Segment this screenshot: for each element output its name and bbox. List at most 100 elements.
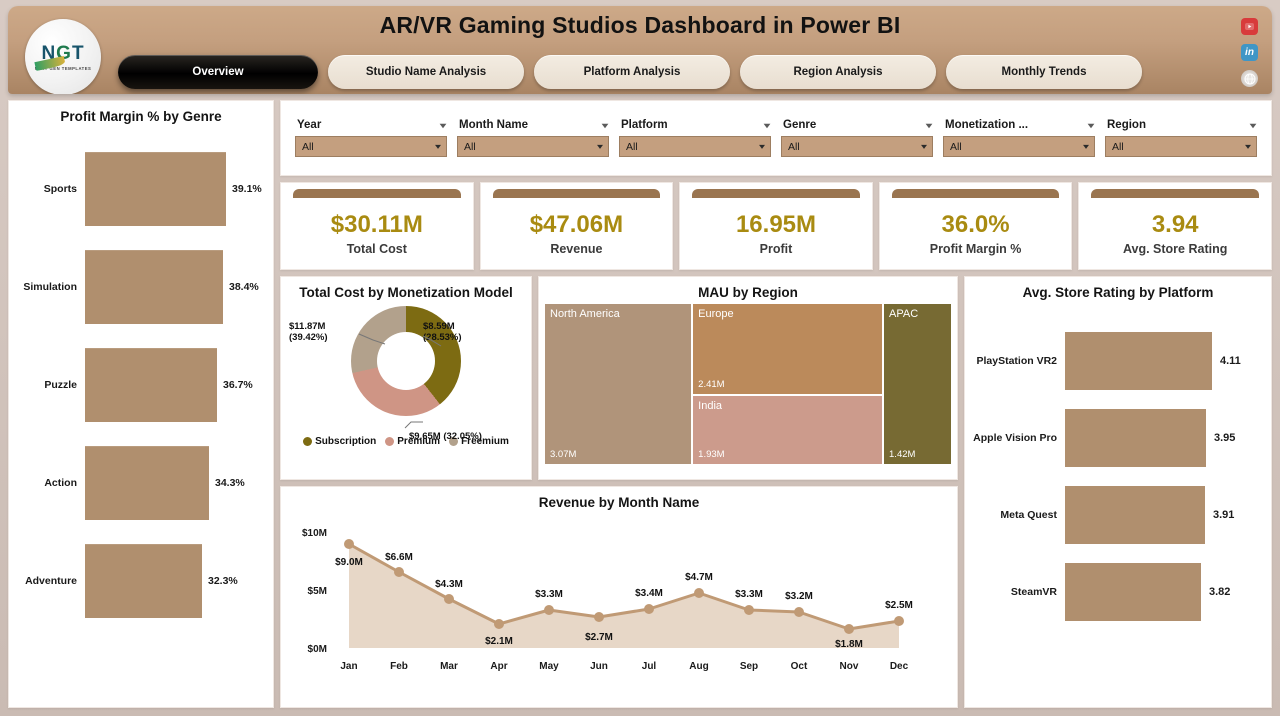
avg-store-rating-by-platform-chart: Avg. Store Rating by Platform PlayStatio… — [964, 276, 1272, 708]
filter-dropdown[interactable]: All ▾ — [781, 136, 933, 157]
genre-bar[interactable] — [85, 152, 226, 226]
point-label-feb: $6.6M — [385, 552, 413, 563]
total-cost-by-monetization-chart: Total Cost by Monetization Model $8.59M … — [280, 276, 532, 480]
genre-label: Puzzle — [44, 379, 77, 391]
genre-row-simulation[interactable]: Simulation 38.4% — [15, 238, 265, 336]
kpi-label: Profit — [759, 241, 793, 256]
treemap-cell-india[interactable]: India 1.93M — [693, 395, 883, 464]
dashboard-header: AR/VR Gaming Studios Dashboard in Power … — [8, 6, 1272, 94]
chevron-down-icon[interactable]: ▾ — [763, 120, 771, 130]
revenue-area-fill — [349, 544, 899, 648]
legend-swatch — [385, 437, 395, 446]
filter-value: All — [626, 140, 638, 153]
legend-item-subscription[interactable]: Subscription — [303, 436, 376, 447]
chevron-down-icon[interactable]: ▾ — [925, 120, 933, 130]
point-label-mar: $4.3M — [435, 579, 463, 590]
logo-tagline: NEXT GEN TEMPLATES — [34, 65, 92, 71]
linkedin-icon[interactable]: in — [1241, 44, 1258, 61]
rating-label: Meta Quest — [1000, 508, 1057, 521]
treemap-cell-europe[interactable]: Europe 2.41M — [693, 304, 883, 394]
genre-row-action[interactable]: Action 34.3% — [15, 434, 265, 532]
filter-dropdown[interactable]: All ▾ — [295, 136, 447, 157]
rating-bar[interactable] — [1065, 331, 1212, 390]
y-tick-10m: $10M — [302, 528, 327, 539]
filter-value: All — [950, 140, 962, 153]
kpi-row: $30.11M Total Cost $47.06M Revenue 16.95… — [280, 182, 1272, 270]
genre-bar[interactable] — [85, 250, 223, 324]
nav-tab-region-analysis[interactable]: Region Analysis — [740, 55, 936, 89]
genre-bar[interactable] — [85, 348, 217, 422]
chevron-down-icon[interactable]: ▾ — [1249, 120, 1257, 130]
rating-row-playstation-vr2[interactable]: PlayStation VR2 4.11 — [969, 322, 1263, 399]
genre-label: Adventure — [25, 575, 77, 587]
point-label-nov: $1.8M — [835, 639, 863, 650]
kpi-card-avg-store-rating[interactable]: 3.94 Avg. Store Rating — [1078, 182, 1272, 270]
filter-value: All — [464, 140, 476, 153]
y-tick-0m: $0M — [308, 644, 327, 655]
kpi-label: Avg. Store Rating — [1122, 241, 1228, 256]
genre-bar[interactable] — [85, 446, 209, 520]
chart-title-genre: Profit Margin % by Genre — [60, 109, 222, 124]
rating-label: Apple Vision Pro — [973, 431, 1057, 444]
treemap-cell-apac[interactable]: APAC 1.42M — [884, 304, 951, 464]
genre-value: 32.3% — [208, 575, 238, 587]
web-icon[interactable] — [1241, 70, 1258, 87]
genre-row-adventure[interactable]: Adventure 32.3% — [15, 532, 265, 630]
treemap-cell-value: 1.93M — [698, 449, 725, 460]
filter-dropdown[interactable]: All ▾ — [1105, 136, 1257, 157]
filter-year: Year ▾ All ▾ — [295, 119, 447, 157]
rating-value: 4.11 — [1220, 354, 1241, 367]
donut-legend: Subscription Premium Freemium — [281, 436, 531, 447]
nav-tab-studio-name-analysis[interactable]: Studio Name Analysis — [328, 55, 524, 89]
chevron-down-icon[interactable]: ▾ — [439, 120, 447, 130]
genre-label: Simulation — [23, 281, 77, 293]
treemap-cell-name: Europe — [698, 308, 734, 320]
filter-label: Genre — [783, 119, 817, 131]
kpi-value: 36.0% — [941, 210, 1010, 238]
genre-row-puzzle[interactable]: Puzzle 36.7% — [15, 336, 265, 434]
kpi-value: $30.11M — [330, 210, 423, 238]
x-tick-apr: Apr — [490, 661, 507, 672]
revenue-line-svg[interactable]: $10M $5M $0M — [281, 513, 929, 681]
dashboard-body: Profit Margin % by Genre Sports 39.1% Si… — [8, 100, 1272, 708]
filter-value: All — [1112, 140, 1124, 153]
youtube-icon[interactable] — [1241, 18, 1258, 35]
kpi-card-profit-margin[interactable]: 36.0% Profit Margin % — [878, 182, 1073, 270]
chevron-down-icon[interactable]: ▾ — [601, 120, 609, 130]
legend-item-freemium[interactable]: Freemium — [449, 436, 509, 447]
treemap-cells: North America 3.07M Europe 2.41M — [539, 300, 957, 470]
rating-row-meta-quest[interactable]: Meta Quest 3.91 — [969, 476, 1263, 553]
legend-swatch — [449, 437, 459, 446]
rating-row-apple-vision-pro[interactable]: Apple Vision Pro 3.95 — [969, 399, 1263, 476]
chevron-down-icon[interactable]: ▾ — [1087, 120, 1095, 130]
rating-bar[interactable] — [1065, 562, 1201, 621]
treemap-cell-north-america[interactable]: North America 3.07M — [545, 304, 692, 464]
filter-dropdown[interactable]: All ▾ — [619, 136, 771, 157]
rating-bar[interactable] — [1065, 485, 1205, 544]
genre-row-sports[interactable]: Sports 39.1% — [15, 140, 265, 238]
genre-value: 38.4% — [229, 281, 259, 293]
filter-label: Platform — [621, 119, 668, 131]
kpi-card-profit[interactable]: 16.95M Profit — [679, 182, 873, 270]
kpi-card-total-cost[interactable]: $30.11M Total Cost — [280, 182, 474, 270]
nav-tab-platform-analysis[interactable]: Platform Analysis — [534, 55, 730, 89]
x-tick-jun: Jun — [590, 661, 608, 672]
kpi-card-revenue[interactable]: $47.06M Revenue — [479, 182, 674, 270]
rating-bar[interactable] — [1065, 408, 1206, 467]
filter-dropdown[interactable]: All ▾ — [457, 136, 609, 157]
chevron-down-icon: ▾ — [434, 142, 442, 151]
left-column: Profit Margin % by Genre Sports 39.1% Si… — [8, 100, 274, 708]
legend-item-premium[interactable]: Premium — [385, 436, 440, 447]
rating-row-steamvr[interactable]: SteamVR 3.82 — [969, 553, 1263, 630]
rating-label: SteamVR — [1010, 585, 1057, 598]
nav-tab-monthly-trends[interactable]: Monthly Trends — [946, 55, 1142, 89]
genre-value: 36.7% — [223, 379, 253, 391]
nav-tab-overview[interactable]: Overview — [118, 55, 318, 89]
filter-monetization-model: Monetization ... ▾ All ▾ — [943, 119, 1095, 157]
donut-area: $8.59M (28.53%) $11.87M (39.42%) $9.65M … — [281, 300, 531, 442]
x-tick-feb: Feb — [390, 661, 408, 672]
genre-bar[interactable] — [85, 544, 202, 618]
donut-ring[interactable] — [351, 306, 461, 416]
filter-dropdown[interactable]: All ▾ — [943, 136, 1095, 157]
